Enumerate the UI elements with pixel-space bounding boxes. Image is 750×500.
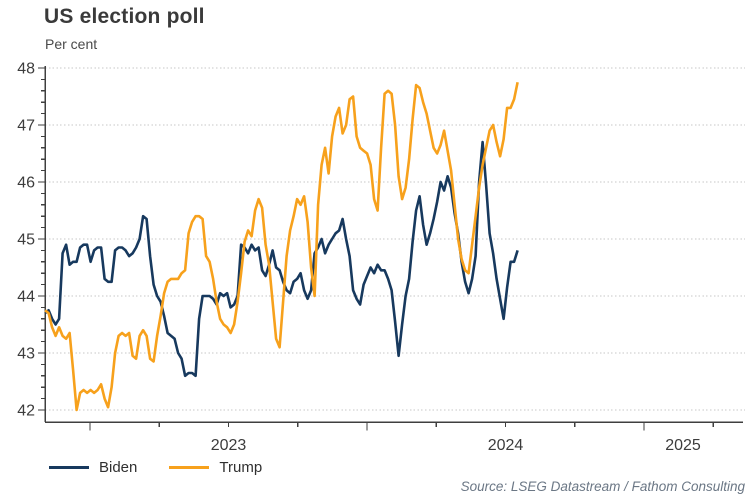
trump-line-swatch (169, 466, 210, 469)
svg-text:43: 43 (17, 346, 35, 363)
legend-label-biden: Biden (99, 459, 138, 476)
biden-line-swatch (49, 466, 89, 469)
legend-label-trump: Trump (219, 459, 263, 476)
svg-text:44: 44 (17, 289, 35, 306)
chart-title: US election poll (44, 5, 205, 28)
svg-text:2024: 2024 (488, 437, 524, 454)
svg-text:42: 42 (17, 403, 35, 420)
svg-text:46: 46 (17, 175, 35, 192)
y-axis-unit-label: Per cent (45, 36, 98, 52)
legend-item-trump: Trump (169, 459, 262, 476)
svg-text:45: 45 (17, 232, 35, 249)
source-credit: Source: LSEG Datastream / Fathom Consult… (460, 479, 745, 494)
legend-item-biden: Biden (49, 459, 137, 476)
svg-text:2023: 2023 (211, 437, 247, 454)
svg-text:47: 47 (17, 118, 35, 135)
legend: Biden Trump (49, 459, 262, 476)
svg-text:2025: 2025 (665, 437, 701, 454)
svg-text:48: 48 (17, 61, 35, 78)
